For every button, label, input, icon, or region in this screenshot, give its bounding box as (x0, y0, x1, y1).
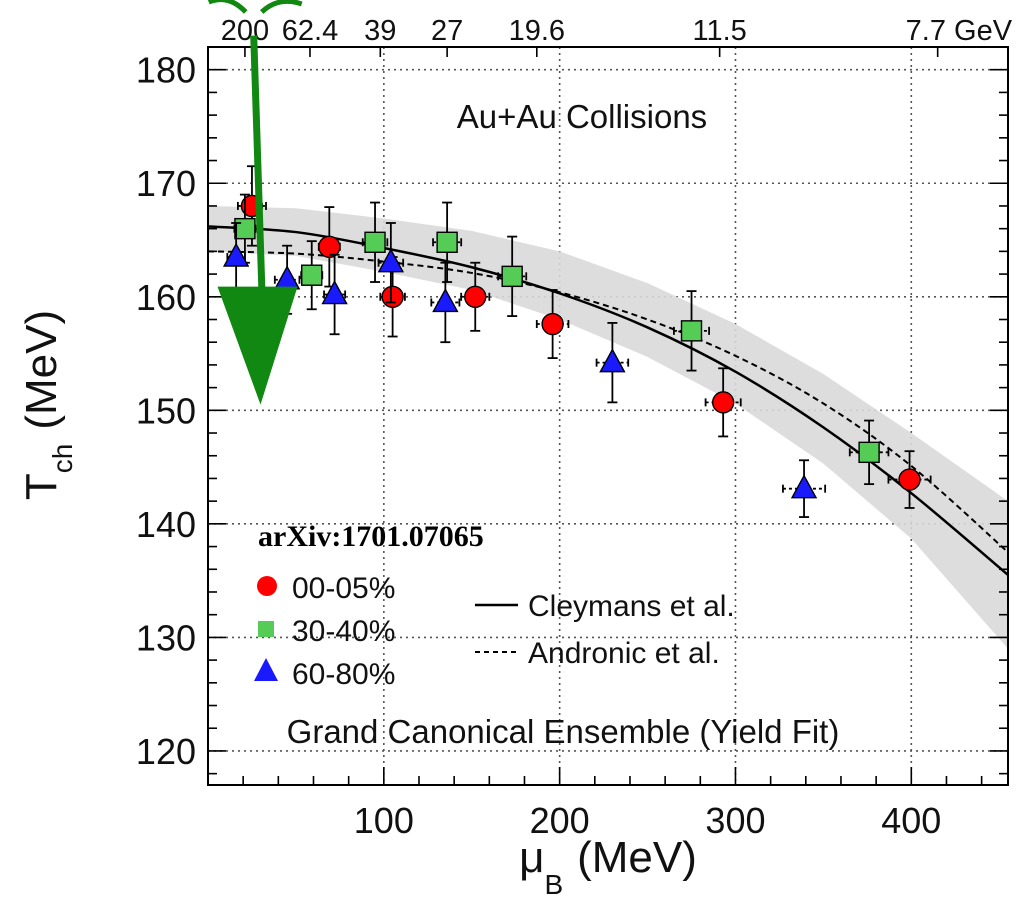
top-axis-label: 19.6 (509, 15, 565, 47)
x-tick-label: 300 (705, 800, 765, 841)
y-tick-label: 170 (136, 163, 196, 204)
top-axis-label: 200 (221, 15, 269, 47)
data-point-circle (460, 261, 491, 332)
y-tick-label: 130 (136, 617, 196, 658)
x-tick-label: 100 (354, 800, 414, 841)
reference-label: arXiv:1701.07065 (258, 520, 484, 553)
y-axis-unit: (MeV) (17, 310, 66, 430)
y-axis-title: Tch (MeV) (17, 310, 78, 500)
marker-square (301, 264, 323, 286)
plot-frame (207, 46, 1009, 786)
marker-square (234, 217, 256, 240)
data-point-square (300, 240, 324, 311)
marker-circle (318, 235, 341, 259)
y-axis-subscript: ch (47, 444, 78, 474)
y-tick-label: 120 (136, 731, 196, 772)
data-point-triangle (782, 459, 827, 518)
axis-ticks (207, 46, 1008, 785)
curve-andronic (207, 250, 1009, 553)
legend-label-00-05: 00-05% (292, 572, 395, 605)
marker-circle (898, 468, 921, 491)
green-arrow-icon (207, 0, 303, 405)
marker-square (858, 441, 880, 464)
tick-labels: 100 200 300 400 120 130 140 150 160 170 180 200 62.4… (136, 15, 1013, 841)
legend-label-30-40: 30-40% (292, 615, 395, 648)
top-axis-label: 7.7 GeV (906, 15, 1013, 47)
data-point-triangle (377, 222, 405, 304)
marker-triangle (321, 280, 348, 305)
marker-circle (464, 285, 487, 308)
data-point-triangle (321, 253, 348, 336)
legend: 00-05% 30-40% 60-80% Cleymans et al. And… (254, 572, 735, 691)
top-axis-label: 27 (431, 15, 463, 47)
marker-square (501, 265, 523, 288)
arrow-tail (207, 0, 303, 14)
marker-triangle (790, 474, 818, 499)
y-axis-symbol: T (17, 473, 66, 500)
chart-title: Au+Au Collisions (457, 98, 707, 135)
top-axis-label: 39 (364, 15, 396, 47)
curve-cleymans (207, 225, 1009, 576)
legend-label-cleymans: Cleymans et al. (528, 590, 735, 623)
data-point-triangle (430, 261, 461, 344)
y-tick-label: 150 (136, 390, 196, 431)
y-tick-label: 180 (136, 50, 196, 91)
top-axis-label: 62.4 (282, 15, 338, 47)
data-point-square (233, 193, 257, 264)
marker-square (364, 231, 386, 253)
legend-label-60-80: 60-80% (292, 658, 395, 691)
x-axis-subscript: B (544, 869, 563, 900)
data-point-square (432, 201, 463, 283)
arrow-head (217, 286, 298, 405)
data-point-circle (317, 206, 341, 288)
data-point-triangle (222, 222, 250, 293)
legend-marker-60-80 (254, 658, 278, 681)
marker-square (436, 231, 458, 253)
marker-circle (711, 391, 735, 414)
marker-triangle (222, 242, 250, 267)
data-point-triangle (595, 321, 630, 404)
x-tick-label: 400 (881, 800, 941, 841)
data-point-square (848, 419, 890, 486)
marker-circle (381, 285, 404, 308)
data-point-circle (535, 289, 570, 359)
model-curves (207, 225, 1009, 576)
marker-triangle (273, 265, 301, 290)
y-tick-label: 140 (136, 504, 196, 545)
marker-triangle (432, 287, 459, 313)
data-point-square (361, 201, 389, 283)
x-tick-label: 200 (530, 800, 590, 841)
marker-circle (541, 312, 564, 336)
marker-square (680, 320, 703, 342)
arrow-shaft (250, 35, 267, 310)
marker-triangle (599, 348, 626, 373)
data-point-circle (887, 450, 932, 509)
y-tick-label: 160 (136, 277, 196, 318)
x-axis-unit: (MeV) (577, 833, 697, 882)
data-point-circle (704, 367, 742, 438)
legend-marker-00-05 (257, 576, 277, 596)
x-axis-symbol: μ (519, 833, 544, 882)
data-point-square (497, 235, 528, 317)
ensemble-note: Grand Canonical Ensemble (Yield Fit) (287, 713, 840, 750)
x-axis-title: μB (MeV) (519, 833, 697, 900)
legend-marker-30-40 (258, 621, 274, 637)
data-point-square (673, 290, 710, 372)
marker-triangle (377, 248, 405, 273)
top-axis-label: 11.5 (692, 15, 746, 47)
legend-label-andronic: Andronic et al. (528, 637, 720, 670)
